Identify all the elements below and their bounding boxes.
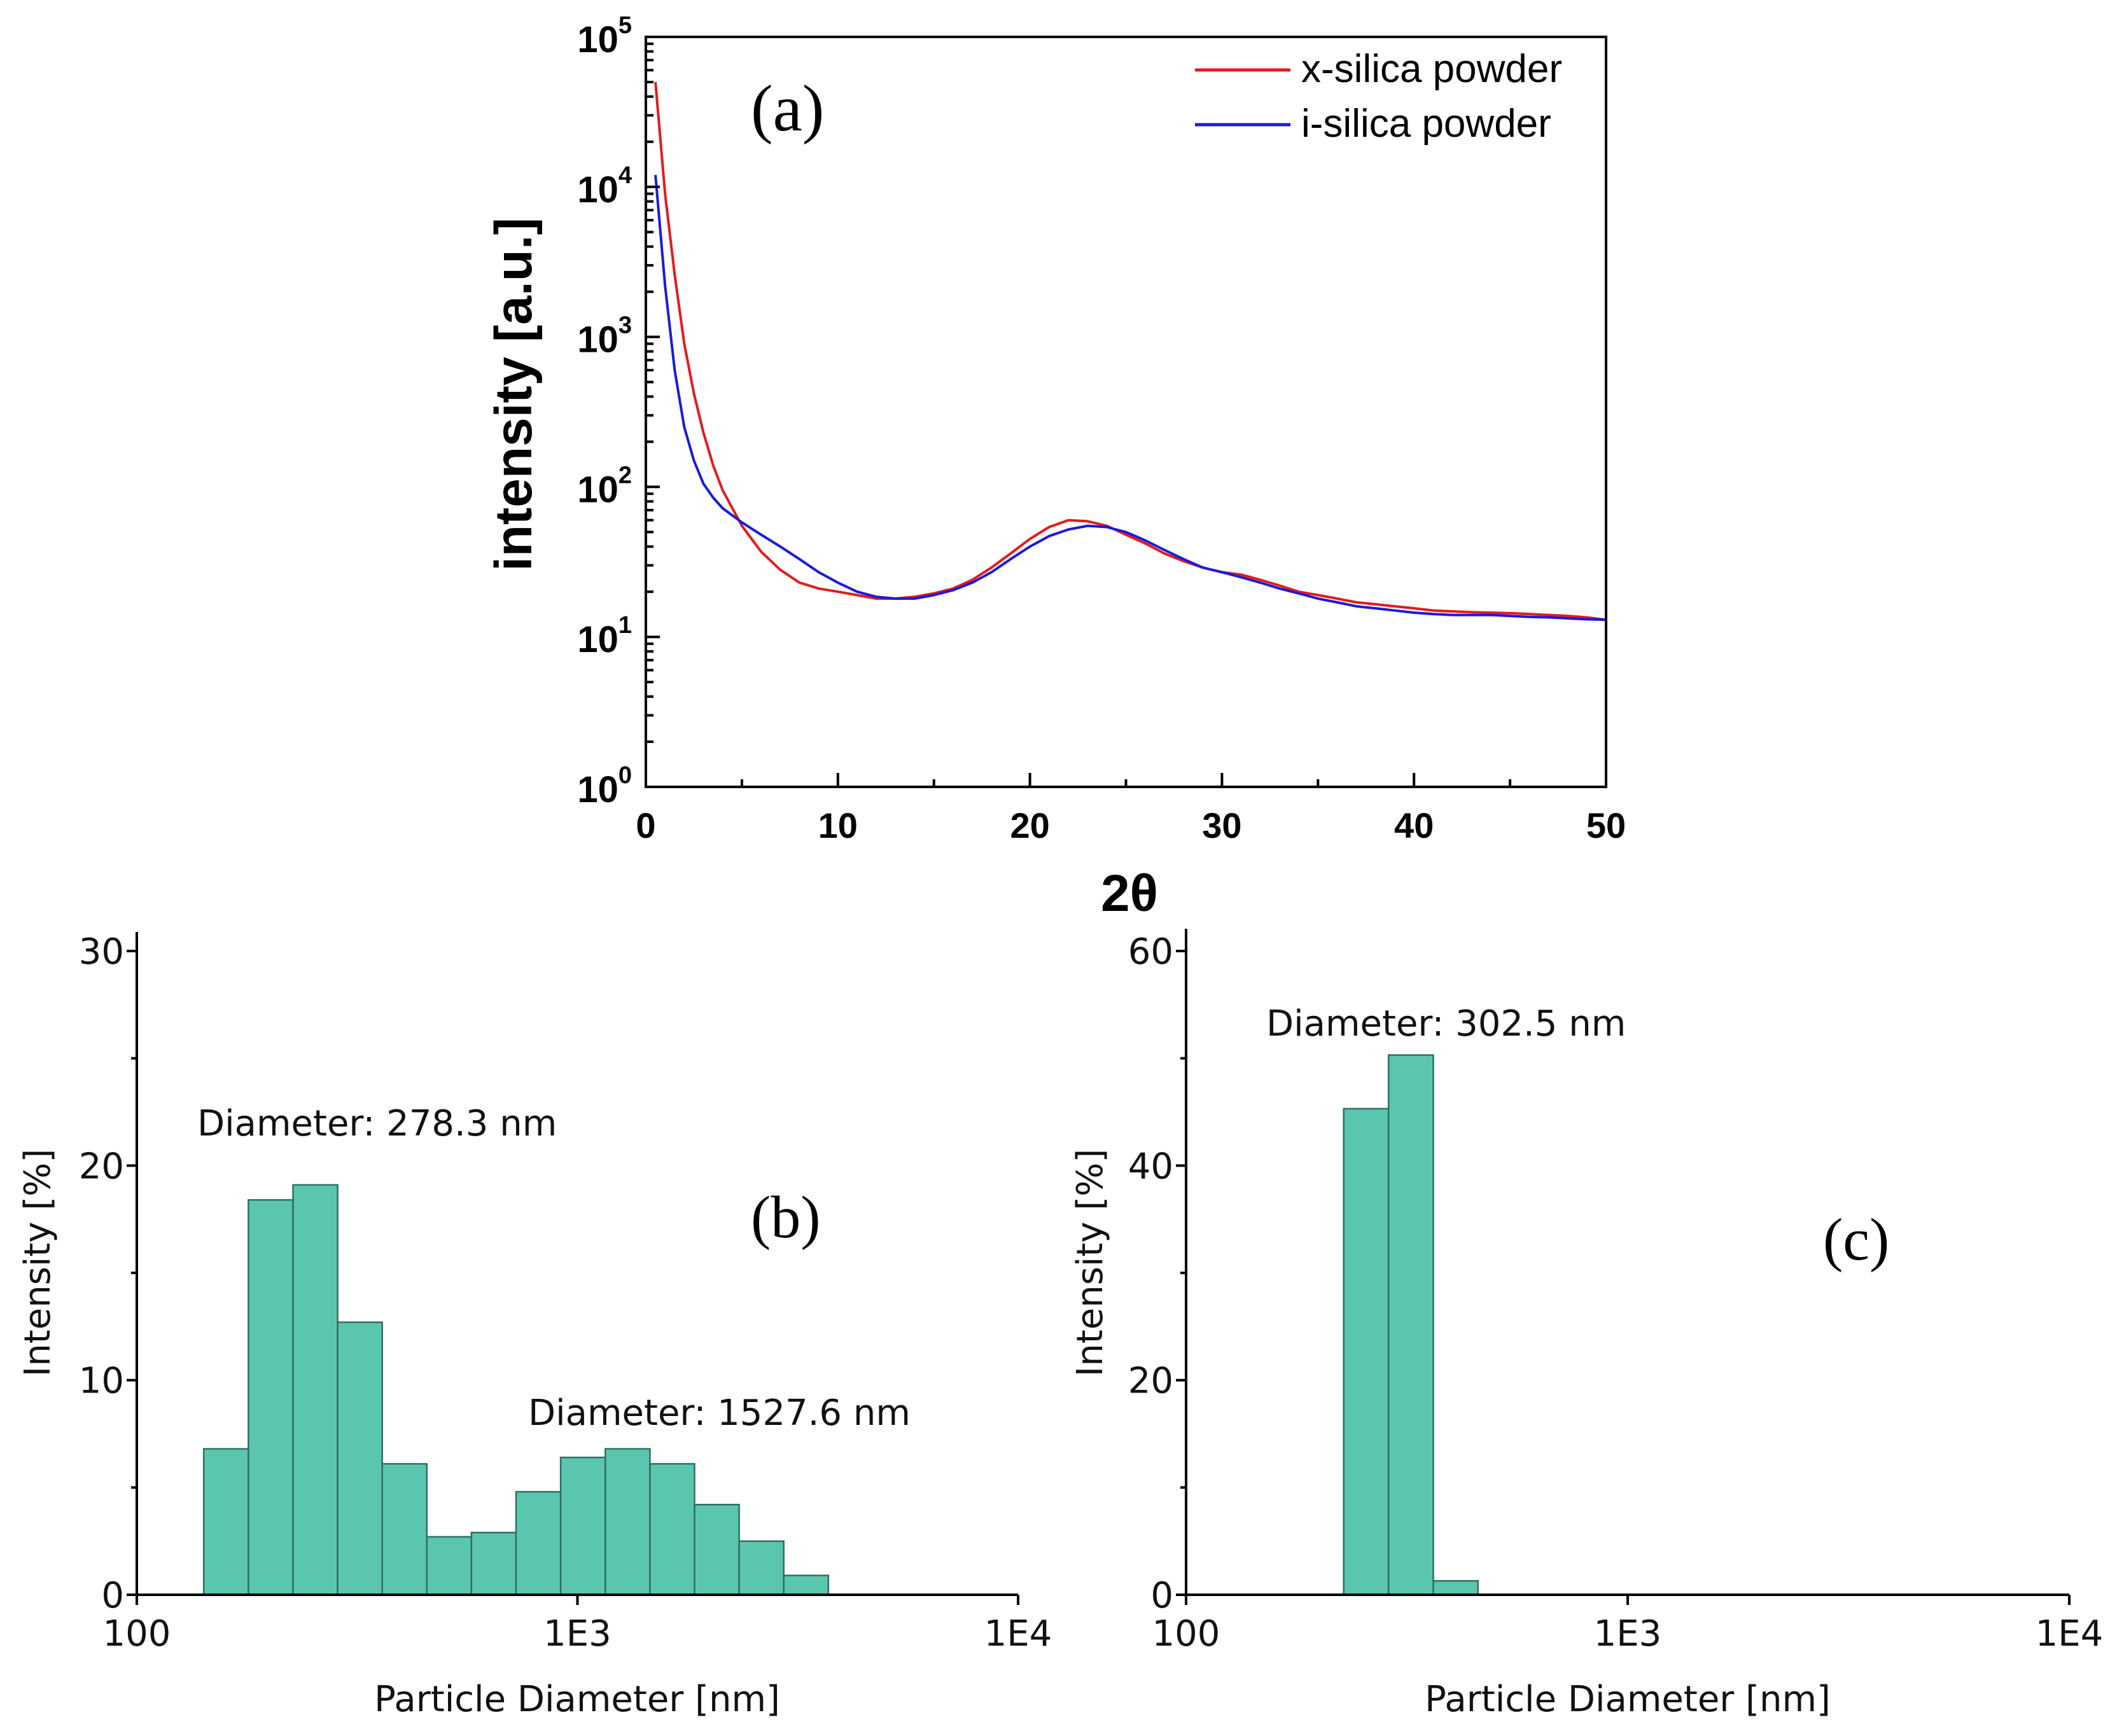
a-x-tick-label: 40 <box>1394 805 1434 845</box>
panel-a-ticks: 0 10 20 30 40 50 100 101 102 103 104 105 <box>577 12 1626 845</box>
panel-c-y-axis-title: Intensity [%] <box>1070 1149 1111 1377</box>
a-x-tick-label: 0 <box>636 805 655 845</box>
b-bar <box>381 1462 428 1596</box>
legend-label-i-silica: i-silica powder <box>1301 102 1551 146</box>
panel-c-annotation-peak: Diameter: 302.5 nm <box>1266 1003 1626 1045</box>
a-x-tick-label: 30 <box>1202 805 1241 845</box>
c-bar <box>1432 1580 1479 1596</box>
legend-label-x-silica: x-silica powder <box>1301 47 1562 91</box>
panel-c-label: (c) <box>1823 1207 1889 1273</box>
b-bar <box>694 1504 740 1596</box>
series-line-x-silica <box>654 81 1607 621</box>
panel-a-y-axis-title: intensity [a.u.] <box>485 218 543 571</box>
b-y-tick-label: 20 <box>79 1146 124 1187</box>
panel-a-plot-frame <box>645 36 1607 788</box>
panel-a: 0 10 20 30 40 50 100 101 102 103 104 105 (a) x-sili… <box>485 12 1626 922</box>
panel-b-ticks: 0 10 20 30 100 1E3 1E4 <box>79 931 1052 1655</box>
b-bar <box>248 1199 294 1596</box>
b-x-tick-label: 1E4 <box>984 1613 1052 1655</box>
panel-a-x-axis-title: 2θ <box>1101 865 1158 922</box>
panel-b-bars <box>202 1184 830 1596</box>
c-bar <box>1343 1108 1390 1596</box>
b-bar <box>604 1448 651 1596</box>
panel-b-x-axis-title: Particle Diameter [nm] <box>374 1679 780 1720</box>
a-y-tick-label: 100 <box>577 762 632 810</box>
panel-c-x-axis-title: Particle Diameter [nm] <box>1425 1679 1831 1720</box>
c-y-tick-label: 20 <box>1128 1361 1173 1402</box>
panel-a-label: (a) <box>751 72 824 145</box>
c-x-tick-label: 100 <box>1152 1613 1220 1655</box>
panel-a-series-layer <box>654 81 1607 621</box>
c-y-tick-label: 40 <box>1128 1146 1173 1187</box>
panel-b-label: (b) <box>751 1184 821 1251</box>
b-bar <box>470 1531 517 1596</box>
panel-c-bars <box>1343 1054 1479 1596</box>
c-y-tick-label: 60 <box>1128 931 1173 973</box>
a-y-tick-label: 104 <box>577 162 632 211</box>
panel-b-y-axis-title: Intensity [%] <box>17 1149 59 1377</box>
b-y-tick-label: 10 <box>79 1361 124 1402</box>
a-y-tick-label: 101 <box>577 612 632 660</box>
b-y-tick-label: 0 <box>101 1575 124 1616</box>
c-bar <box>1387 1054 1434 1596</box>
panel-b-annotation-peak-1: Diameter: 278.3 nm <box>197 1103 557 1144</box>
c-x-tick-label: 1E4 <box>2036 1613 2104 1655</box>
b-bar <box>202 1448 249 1596</box>
b-bar <box>738 1540 785 1596</box>
a-y-tick-label: 102 <box>577 462 632 510</box>
b-bar <box>559 1456 606 1596</box>
a-y-tick-label: 103 <box>577 312 632 361</box>
b-bar <box>337 1321 383 1596</box>
b-x-tick-label: 1E3 <box>543 1613 611 1655</box>
series-line-i-silica <box>654 174 1607 621</box>
b-bar <box>649 1462 695 1596</box>
panel-b-annotation-peak-2: Diameter: 1527.6 nm <box>528 1392 911 1434</box>
c-x-tick-label: 1E3 <box>1594 1613 1662 1655</box>
a-x-tick-label: 10 <box>818 805 858 845</box>
c-y-tick-label: 0 <box>1150 1575 1173 1616</box>
panel-c-ticks: 0 20 40 60 100 1E3 1E4 <box>1128 931 2104 1655</box>
b-bar <box>426 1536 473 1596</box>
b-bar <box>292 1184 339 1596</box>
b-x-tick-label: 100 <box>103 1613 171 1655</box>
a-x-tick-label: 20 <box>1010 805 1049 845</box>
b-bar <box>783 1574 830 1596</box>
b-bar <box>515 1490 562 1596</box>
b-y-tick-label: 30 <box>79 931 124 973</box>
panel-b: 0 10 20 30 100 1E3 1E4 Diameter: 278.3 nm Diam… <box>17 931 1052 1720</box>
a-x-tick-label: 50 <box>1586 805 1626 845</box>
a-y-tick-label: 105 <box>577 12 632 60</box>
